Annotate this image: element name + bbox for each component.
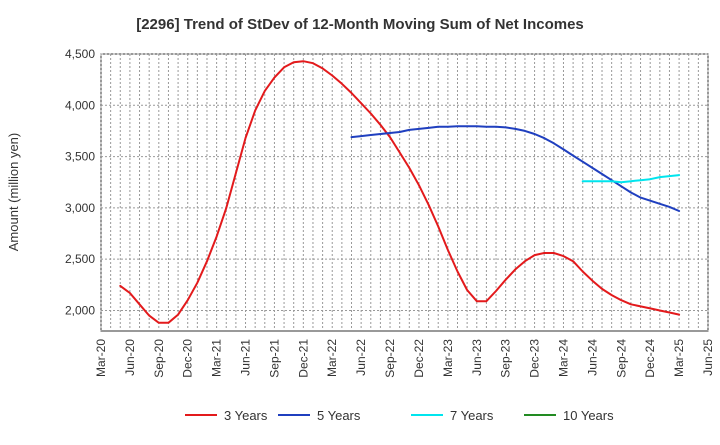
legend: 3 Years 5 Years 7 Years 10 Years	[185, 408, 614, 423]
x-tick-label: Sep-22	[383, 339, 397, 378]
x-tick-label: Dec-21	[296, 339, 310, 378]
y-tick-label: 3,000	[65, 201, 95, 215]
chart-title: [2296] Trend of StDev of 12-Month Moving…	[136, 16, 584, 33]
y-tick-label: 2,000	[65, 303, 95, 317]
x-tick-label: Jun-24	[585, 339, 599, 376]
legend-item: 5 Years	[278, 408, 361, 423]
x-tick-label: Sep-23	[499, 339, 513, 378]
x-tick-label: Dec-20	[181, 339, 195, 378]
x-tick-label: Mar-22	[325, 339, 339, 377]
x-tick-label: Dec-24	[643, 339, 657, 378]
x-tick-label: Mar-23	[441, 339, 455, 377]
x-tick-label: Sep-24	[614, 339, 628, 378]
y-tick-label: 4,000	[65, 98, 95, 112]
legend-item: 10 Years	[524, 408, 614, 423]
x-tick-label: Mar-25	[672, 339, 686, 377]
legend-label: 7 Years	[450, 408, 494, 423]
legend-label: 3 Years	[224, 408, 268, 423]
series-line	[350, 125, 681, 212]
x-tick-label: Jun-20	[123, 339, 137, 376]
series-line	[119, 60, 681, 324]
legend-item: 3 Years	[185, 408, 268, 423]
series-line	[581, 174, 681, 184]
x-tick-label: Jun-25	[701, 339, 715, 376]
x-tick-label: Mar-24	[556, 339, 570, 377]
grid	[100, 53, 709, 331]
x-tick-label: Mar-21	[210, 339, 224, 377]
y-tick-label: 3,500	[65, 150, 95, 164]
series-lines	[119, 60, 681, 324]
x-tick-label: Mar-20	[94, 339, 108, 377]
plot-area	[100, 53, 709, 332]
legend-label: 5 Years	[317, 408, 361, 423]
x-tick-label: Jun-23	[470, 339, 484, 376]
y-tick-label: 2,500	[65, 252, 95, 266]
x-tick-label: Sep-21	[267, 339, 281, 378]
x-tick-label: Sep-20	[152, 339, 166, 378]
x-tick-label: Dec-22	[412, 339, 426, 378]
y-axis-label: Amount (million yen)	[6, 133, 21, 252]
x-tick-label: Jun-22	[354, 339, 368, 376]
x-tick-labels: Mar-20 Jun-20 Sep-20 Dec-20 Mar-21 Jun-21 Sep-…	[94, 339, 715, 378]
legend-label: 10 Years	[563, 408, 614, 423]
y-tick-label: 4,500	[65, 47, 95, 61]
x-tick-label: Dec-23	[528, 339, 542, 378]
y-tick-labels: 2,000 2,500 3,000 3,500 4,000 4,500	[65, 47, 95, 317]
legend-item: 7 Years	[411, 408, 494, 423]
x-tick-label: Jun-21	[239, 339, 253, 376]
